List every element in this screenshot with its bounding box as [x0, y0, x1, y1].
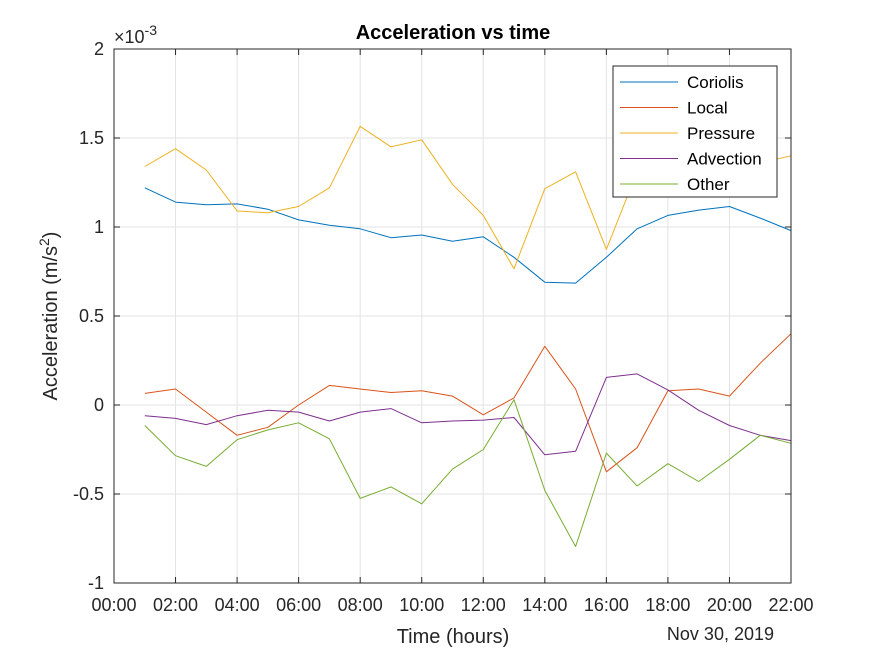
y-tick-label: 0 [94, 395, 104, 415]
x-tick-label: 12:00 [461, 595, 506, 615]
legend-label-advection: Advection [687, 150, 762, 169]
series-layer [144, 125, 792, 547]
chart-title: Acceleration vs time [356, 22, 551, 44]
y-tick-label: -0.5 [73, 484, 104, 504]
x-tick-label: 14:00 [522, 595, 567, 615]
series-line-local [144, 333, 792, 473]
x-tick-label: 06:00 [276, 595, 321, 615]
series-line-other [144, 399, 792, 547]
x-tick-label: 02:00 [153, 595, 198, 615]
y-exponent-label: ×10-3 [114, 22, 157, 47]
y-tick-label: 1 [94, 217, 104, 237]
x-tick-label: 08:00 [338, 595, 383, 615]
x-axis-date-label: Nov 30, 2019 [667, 624, 774, 644]
legend-label-other: Other [687, 175, 730, 194]
x-tick-label: 10:00 [399, 595, 444, 615]
series-line-coriolis [144, 187, 792, 284]
x-tick-label: 18:00 [645, 595, 690, 615]
y-exponent-base: ×10 [114, 27, 145, 47]
x-tick-label: 04:00 [215, 595, 260, 615]
x-axis-title: Time (hours) [397, 626, 510, 648]
y-axis-title-end: ) [40, 232, 62, 239]
x-tick-label: 16:00 [584, 595, 629, 615]
x-tick-label: 00:00 [91, 595, 136, 615]
y-axis-title-sup: 2 [36, 238, 52, 246]
series-line-advection [144, 373, 792, 456]
y-axis-title: Acceleration (m/s2) [36, 232, 62, 401]
legend-label-local: Local [687, 99, 728, 118]
legend-label-pressure: Pressure [687, 124, 755, 143]
legend-box [612, 65, 778, 198]
x-tick-label: 22:00 [768, 595, 813, 615]
legend: Coriolis Local Pressure Advection Other [612, 65, 778, 198]
y-tick-label: -1 [88, 573, 104, 593]
legend-label-coriolis: Coriolis [687, 73, 744, 92]
y-tick-label: 2 [94, 39, 104, 59]
y-tick-label: 1.5 [79, 128, 104, 148]
y-axis-title-main: Acceleration (m/s [40, 246, 62, 401]
y-exponent-power: -3 [145, 22, 158, 38]
y-tick-label: 0.5 [79, 306, 104, 326]
tick-layer: 00:00 02:00 04:00 06:00 08:00 10:00 12:00 14:00… [73, 39, 814, 615]
x-tick-label: 20:00 [707, 595, 752, 615]
legend-entries: Coriolis Local Pressure Advection Other [620, 73, 762, 194]
